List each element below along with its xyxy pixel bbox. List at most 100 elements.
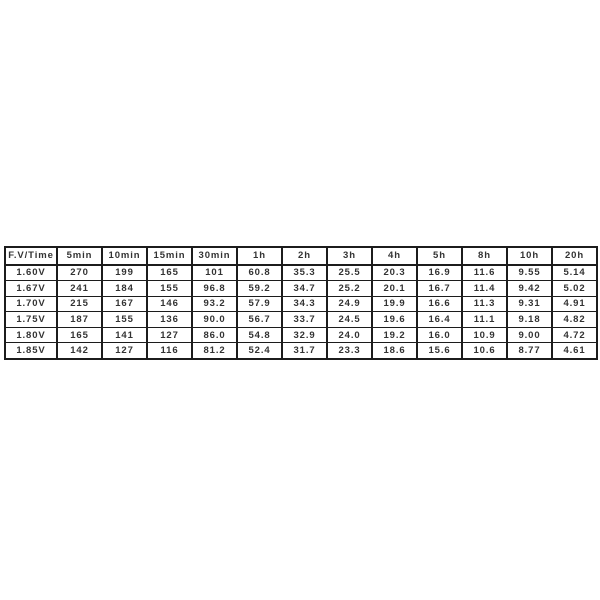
discharge-table-container: F.V/Time 5min 10min 15min 30min 1h 2h 3h 4h 5h 8h 1… bbox=[4, 246, 598, 361]
table-row: 1.60V 270 199 165 101 60.8 35.3 25.5 20.3 16.9 11.… bbox=[4, 263, 598, 282]
table-cell: 20.1 bbox=[371, 280, 418, 297]
table-cell: 241 bbox=[56, 280, 103, 297]
table-cell: 56.7 bbox=[236, 311, 283, 328]
table-cell: 4.72 bbox=[551, 326, 598, 344]
table-cell: 199 bbox=[101, 263, 148, 282]
column-header-cell: 8h bbox=[461, 246, 508, 266]
table-cell: 19.9 bbox=[371, 295, 418, 313]
table-cell: 116 bbox=[146, 342, 193, 360]
table-cell: 10.9 bbox=[461, 326, 508, 344]
table-cell: 24.0 bbox=[326, 326, 373, 344]
table-cell: 23.3 bbox=[326, 342, 373, 360]
table-cell: 59.2 bbox=[236, 280, 283, 297]
table-cell: 10.6 bbox=[461, 342, 508, 360]
table-row: 1.85V 142 127 116 81.2 52.4 31.7 23.3 18.6 15.6 10… bbox=[4, 342, 598, 360]
column-header-cell: 15min bbox=[146, 246, 193, 266]
table-cell: 5.14 bbox=[551, 263, 598, 282]
table-cell: 9.00 bbox=[506, 326, 553, 344]
table-cell: 9.55 bbox=[506, 263, 553, 282]
table-cell: 127 bbox=[146, 326, 193, 344]
column-header-cell: 2h bbox=[281, 246, 328, 266]
table-body: 1.60V 270 199 165 101 60.8 35.3 25.5 20.3 16.9 11.… bbox=[4, 263, 598, 360]
table-cell: 54.8 bbox=[236, 326, 283, 344]
table-cell: 101 bbox=[191, 263, 238, 282]
table-head: F.V/Time 5min 10min 15min 30min 1h 2h 3h 4h 5h 8h 1… bbox=[4, 246, 598, 266]
table-cell: 9.31 bbox=[506, 295, 553, 313]
table-cell: 8.77 bbox=[506, 342, 553, 360]
table-cell: 20.3 bbox=[371, 263, 418, 282]
table-cell: 57.9 bbox=[236, 295, 283, 313]
table-row: 1.80V 165 141 127 86.0 54.8 32.9 24.0 19.2 16.0 10… bbox=[4, 326, 598, 344]
table-row: 1.70V 215 167 146 93.2 57.9 34.3 24.9 19.9 16.6 11… bbox=[4, 295, 598, 313]
table-cell: 25.2 bbox=[326, 280, 373, 297]
table-row: 1.67V 241 184 155 96.8 59.2 34.7 25.2 20.1 16.7 11… bbox=[4, 280, 598, 297]
discharge-table: F.V/Time 5min 10min 15min 30min 1h 2h 3h 4h 5h 8h 1… bbox=[4, 246, 598, 361]
corner-header-cell: F.V/Time bbox=[4, 246, 58, 266]
table-cell: 96.8 bbox=[191, 280, 238, 297]
table-cell: 11.4 bbox=[461, 280, 508, 297]
table-cell: 52.4 bbox=[236, 342, 283, 360]
column-header-cell: 5h bbox=[416, 246, 463, 266]
table-cell: 93.2 bbox=[191, 295, 238, 313]
table-cell: 142 bbox=[56, 342, 103, 360]
table-cell: 81.2 bbox=[191, 342, 238, 360]
table-cell: 35.3 bbox=[281, 263, 328, 282]
table-cell: 33.7 bbox=[281, 311, 328, 328]
table-row: 1.75V 187 155 136 90.0 56.7 33.7 24.5 19.6 16.4 11… bbox=[4, 311, 598, 328]
table-cell: 136 bbox=[146, 311, 193, 328]
table-cell: 155 bbox=[101, 311, 148, 328]
table-cell: 25.5 bbox=[326, 263, 373, 282]
table-cell: 16.4 bbox=[416, 311, 463, 328]
table-cell: 90.0 bbox=[191, 311, 238, 328]
table-cell: 215 bbox=[56, 295, 103, 313]
table-cell: 32.9 bbox=[281, 326, 328, 344]
table-cell: 11.6 bbox=[461, 263, 508, 282]
table-cell: 60.8 bbox=[236, 263, 283, 282]
row-label-cell: 1.80V bbox=[4, 326, 58, 344]
column-header-cell: 30min bbox=[191, 246, 238, 266]
table-cell: 16.7 bbox=[416, 280, 463, 297]
table-cell: 9.42 bbox=[506, 280, 553, 297]
table-cell: 187 bbox=[56, 311, 103, 328]
table-cell: 15.6 bbox=[416, 342, 463, 360]
row-label-cell: 1.75V bbox=[4, 311, 58, 328]
table-cell: 86.0 bbox=[191, 326, 238, 344]
table-cell: 19.2 bbox=[371, 326, 418, 344]
table-cell: 11.3 bbox=[461, 295, 508, 313]
table-cell: 4.82 bbox=[551, 311, 598, 328]
row-label-cell: 1.85V bbox=[4, 342, 58, 360]
column-header-cell: 10h bbox=[506, 246, 553, 266]
column-header-cell: 4h bbox=[371, 246, 418, 266]
table-cell: 24.9 bbox=[326, 295, 373, 313]
column-header-cell: 1h bbox=[236, 246, 283, 266]
table-cell: 31.7 bbox=[281, 342, 328, 360]
table-cell: 165 bbox=[146, 263, 193, 282]
table-cell: 16.6 bbox=[416, 295, 463, 313]
table-cell: 155 bbox=[146, 280, 193, 297]
table-cell: 146 bbox=[146, 295, 193, 313]
table-cell: 18.6 bbox=[371, 342, 418, 360]
table-cell: 34.7 bbox=[281, 280, 328, 297]
table-cell: 165 bbox=[56, 326, 103, 344]
table-cell: 184 bbox=[101, 280, 148, 297]
table-cell: 11.1 bbox=[461, 311, 508, 328]
row-label-cell: 1.67V bbox=[4, 280, 58, 297]
column-header-cell: 20h bbox=[551, 246, 598, 266]
table-cell: 127 bbox=[101, 342, 148, 360]
row-label-cell: 1.70V bbox=[4, 295, 58, 313]
table-cell: 5.02 bbox=[551, 280, 598, 297]
column-header-cell: 10min bbox=[101, 246, 148, 266]
table-cell: 4.61 bbox=[551, 342, 598, 360]
table-cell: 34.3 bbox=[281, 295, 328, 313]
table-cell: 141 bbox=[101, 326, 148, 344]
table-cell: 270 bbox=[56, 263, 103, 282]
table-cell: 19.6 bbox=[371, 311, 418, 328]
table-cell: 24.5 bbox=[326, 311, 373, 328]
table-cell: 9.18 bbox=[506, 311, 553, 328]
table-cell: 16.0 bbox=[416, 326, 463, 344]
table-cell: 167 bbox=[101, 295, 148, 313]
table-cell: 4.91 bbox=[551, 295, 598, 313]
column-header-cell: 5min bbox=[56, 246, 103, 266]
table-header-row: F.V/Time 5min 10min 15min 30min 1h 2h 3h 4h 5h 8h 1… bbox=[4, 246, 598, 266]
row-label-cell: 1.60V bbox=[4, 263, 58, 282]
